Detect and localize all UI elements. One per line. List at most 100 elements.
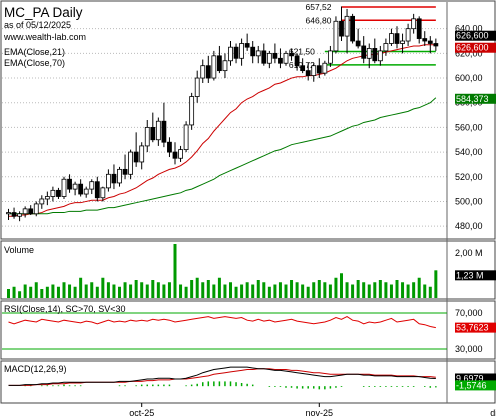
candle-body [244,43,250,48]
volume-bar [262,282,266,298]
volume-bar [334,277,338,298]
volume-bars [7,244,438,298]
candle-body [22,208,28,215]
volume-bar [351,284,355,298]
candle-body [72,183,78,190]
volume-bar [306,286,310,298]
volume-bar [40,289,44,298]
chart-date: as of 05/12/2025 [4,20,71,30]
candle-body [266,52,272,64]
candle-body [416,18,422,39]
candle-body [383,43,389,52]
candle-body [372,48,378,62]
candle-body [205,65,211,79]
support-level-label: 621,50 [289,47,315,57]
volume-bar [90,282,94,298]
volume-bar [273,284,277,298]
volume-bar [251,284,255,298]
candle-body [200,65,206,79]
candle-body [272,52,278,59]
candle-body [56,189,61,197]
volume-bar [106,282,110,298]
candle-body [183,124,189,151]
volume-bar [51,284,55,298]
ema21-last-label-bg [455,42,496,53]
chart-site: www.wealth-lab.com [3,32,86,42]
candle-body [377,50,383,62]
price-pane-frame [0,0,496,240]
macd-last-label: 9,6979 [456,373,484,383]
volume-bar [434,270,438,298]
ema70-line [8,97,437,215]
volume-bar [378,280,382,298]
volume-bar [201,282,205,298]
rsi-plot [2,312,447,350]
candle-body [427,40,433,44]
candle-body [366,48,372,59]
candle-body [355,40,361,47]
price-tick-label: 540,00 [455,147,483,157]
volume-bar [428,286,432,298]
candle-body [411,18,417,30]
volume-bar [290,280,294,298]
ema21-legend: EMA(Close,21) [4,47,65,57]
price-tick-label: 500,00 [455,196,483,206]
volume-bar [417,277,421,298]
candle-body [128,151,134,175]
volume-bar [29,286,33,298]
ema70-last-label: 584,373 [456,94,489,104]
volume-bar [173,244,177,298]
candle-body [106,173,111,189]
candle-body [250,46,256,57]
candle-body [78,183,84,195]
candle-body [67,178,72,190]
price-tick-label: 640,00 [455,24,483,34]
last-close-label-bg [455,30,496,41]
price-tick-label: 520,00 [455,172,483,182]
x-tick-label: dic-25 [490,408,496,418]
candle-body [11,212,17,217]
candle-body [350,15,356,42]
candle-body [289,52,294,57]
volume-bar [406,284,410,298]
candle-body [422,38,428,42]
volume-bar [284,284,288,298]
volume-bar [156,282,160,298]
volume-bar [389,284,393,298]
rsi-tick-label: 70,000 [455,308,483,318]
volume-bar [56,286,60,298]
candle-body [311,65,317,76]
volume-bar [95,286,99,298]
resistance-level-label: 646,80 [306,15,332,25]
volume-bar [267,286,271,298]
candle-body [216,55,222,72]
volume-bar [179,284,183,298]
y-axis-labels: 480,00500,00520,00540,00560,00580,00600,… [455,24,496,391]
volume-bar [278,282,282,298]
volume-bar [190,280,194,298]
volume-bar [23,284,27,298]
volume-bar [12,286,16,298]
x-tick-label: nov-25 [306,408,334,418]
volume-bar [240,284,244,298]
price-tick-label: 620,00 [455,48,483,58]
candle-body [394,33,400,44]
candle-body [122,168,128,175]
candle-body [39,198,45,205]
volume-bar [256,280,260,298]
candle-body [167,141,172,153]
volume-bar [412,282,416,298]
macd-signal-line [8,368,436,386]
candle-body [333,20,339,52]
volume-bar [134,280,138,298]
macd-plot [8,366,437,390]
candle-body [344,15,350,37]
candle-body [155,120,161,141]
price-tick-label: 600,00 [455,73,483,83]
x-tick-label: oct-25 [129,408,154,418]
volume-bar [328,284,332,298]
volume-title: Volume [4,245,34,255]
candle-body [133,151,139,163]
candle-body [161,120,167,143]
